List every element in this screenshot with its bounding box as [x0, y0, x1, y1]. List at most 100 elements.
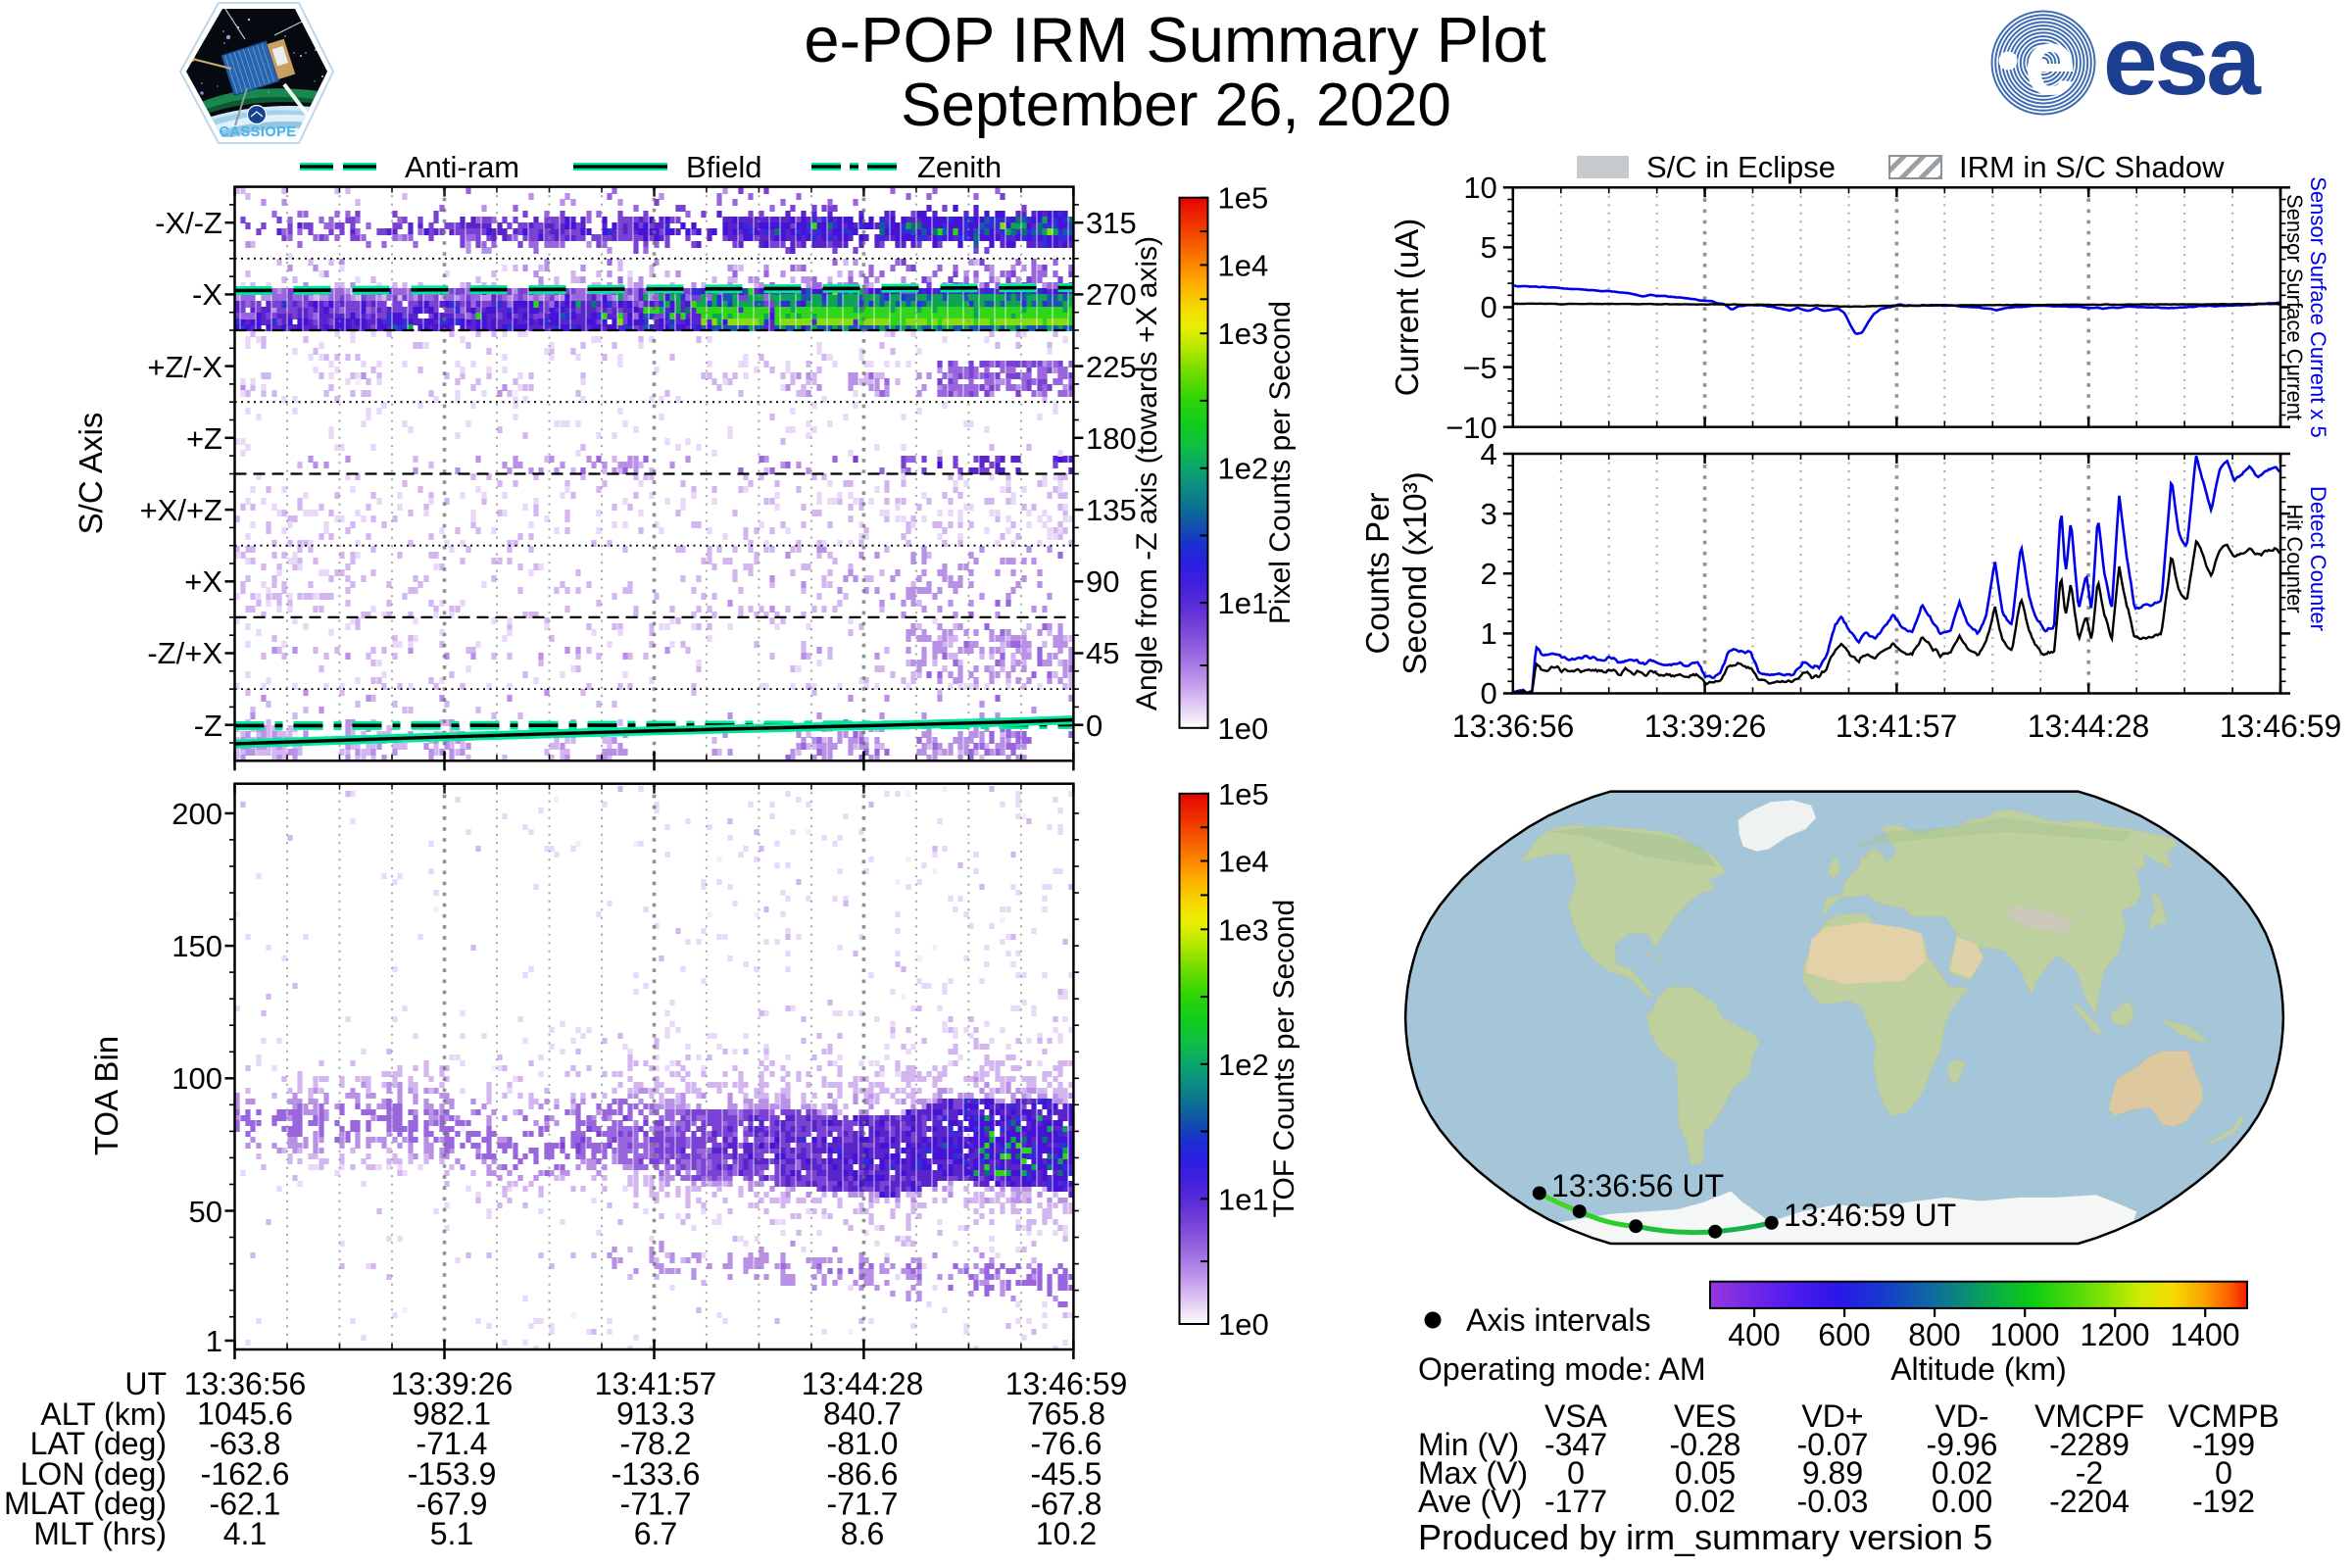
svg-text:400: 400	[1728, 1317, 1780, 1352]
svg-text:-0.28: -0.28	[1670, 1427, 1741, 1462]
svg-text:esa: esa	[2103, 6, 2262, 116]
svg-text:Axis intervals: Axis intervals	[1466, 1302, 1651, 1338]
svg-text:−5: −5	[1462, 351, 1496, 385]
svg-text:13:36:56: 13:36:56	[184, 1366, 307, 1401]
svg-text:-67.9: -67.9	[416, 1486, 488, 1521]
svg-text:CASSIOPE: CASSIOPE	[220, 124, 297, 140]
svg-text:10.2: 10.2	[1036, 1516, 1097, 1551]
svg-text:Current (uA): Current (uA)	[1389, 219, 1425, 397]
svg-text:1e3: 1e3	[1218, 912, 1269, 947]
svg-text:VSA: VSA	[1544, 1398, 1608, 1434]
svg-text:LON (deg): LON (deg)	[21, 1456, 167, 1492]
svg-text:9.89: 9.89	[1802, 1455, 1863, 1491]
svg-text:-177: -177	[1544, 1484, 1607, 1519]
svg-text:13:44:28: 13:44:28	[2028, 709, 2150, 744]
svg-text:TOF Counts per Second: TOF Counts per Second	[1268, 900, 1300, 1218]
svg-text:-78.2: -78.2	[620, 1426, 692, 1461]
svg-text:-2204: -2204	[2049, 1484, 2130, 1519]
svg-text:-71.4: -71.4	[416, 1426, 488, 1461]
svg-text:Max (V): Max (V)	[1418, 1455, 1528, 1491]
svg-text:150: 150	[172, 929, 222, 963]
svg-text:13:36:56 UT: 13:36:56 UT	[1551, 1168, 1724, 1203]
svg-text:840.7: 840.7	[823, 1396, 902, 1432]
svg-text:-347: -347	[1544, 1427, 1607, 1462]
svg-text:1e2: 1e2	[1218, 452, 1269, 486]
svg-text:-0.07: -0.07	[1797, 1427, 1869, 1462]
svg-text:200: 200	[172, 797, 222, 831]
svg-text:135: 135	[1086, 493, 1137, 527]
svg-text:-X/-Z: -X/-Z	[155, 206, 222, 240]
svg-text:0: 0	[1567, 1455, 1585, 1491]
svg-text:270: 270	[1086, 277, 1137, 312]
svg-text:-Z: -Z	[194, 709, 222, 743]
svg-text:Zenith: Zenith	[917, 150, 1002, 184]
svg-text:1400: 1400	[2170, 1317, 2239, 1352]
svg-text:-X: -X	[192, 277, 222, 312]
svg-text:4: 4	[1481, 437, 1497, 471]
svg-text:LAT (deg): LAT (deg)	[30, 1426, 167, 1461]
svg-text:0.02: 0.02	[1675, 1484, 1736, 1519]
svg-text:225: 225	[1086, 350, 1137, 384]
svg-text:90: 90	[1086, 564, 1119, 599]
svg-text:5: 5	[1481, 230, 1497, 265]
svg-text:1e5: 1e5	[1218, 181, 1269, 216]
svg-text:1e4: 1e4	[1218, 248, 1269, 282]
svg-text:Second (x10³): Second (x10³)	[1396, 471, 1433, 674]
svg-text:1e1: 1e1	[1218, 586, 1269, 620]
svg-text:1e5: 1e5	[1218, 777, 1269, 811]
svg-text:315: 315	[1086, 206, 1137, 240]
svg-text:Hit Counter: Hit Counter	[2282, 504, 2307, 612]
svg-text:0: 0	[1481, 290, 1497, 324]
svg-text:-199: -199	[2192, 1427, 2255, 1462]
svg-text:1e1: 1e1	[1218, 1182, 1269, 1216]
svg-text:Detect Counter: Detect Counter	[2306, 486, 2330, 631]
svg-text:MLT (hrs): MLT (hrs)	[33, 1516, 167, 1551]
svg-text:Counts Per: Counts Per	[1359, 492, 1396, 654]
svg-text:1: 1	[1481, 616, 1497, 651]
svg-text:180: 180	[1086, 421, 1137, 456]
svg-text:UT: UT	[124, 1366, 167, 1401]
svg-text:13:41:57: 13:41:57	[595, 1366, 717, 1401]
svg-text:-71.7: -71.7	[620, 1486, 692, 1521]
svg-text:Anti-ram: Anti-ram	[405, 150, 519, 184]
svg-text:Sensor Surface Current x 5: Sensor Surface Current x 5	[2306, 176, 2330, 438]
svg-text:Angle from -Z axis (towards +X: Angle from -Z axis (towards +X axis)	[1131, 236, 1163, 710]
svg-text:8.6: 8.6	[841, 1516, 884, 1551]
svg-text:September 26, 2020: September 26, 2020	[901, 72, 1451, 139]
svg-text:Operating mode: AM: Operating mode: AM	[1418, 1351, 1705, 1387]
svg-text:−10: −10	[1446, 411, 1497, 445]
svg-text:VD-: VD-	[1935, 1398, 1988, 1434]
svg-text:13:44:28: 13:44:28	[802, 1366, 924, 1401]
svg-text:100: 100	[172, 1061, 222, 1096]
svg-text:Altitude (km): Altitude (km)	[1890, 1351, 2067, 1387]
svg-text:13:36:56: 13:36:56	[1452, 709, 1575, 744]
svg-text:-9.96: -9.96	[1927, 1427, 1998, 1462]
svg-text:3: 3	[1481, 497, 1497, 531]
svg-text:VD+: VD+	[1801, 1398, 1863, 1434]
svg-text:+X/+Z: +X/+Z	[140, 493, 222, 527]
svg-text:IRM in S/C Shadow: IRM in S/C Shadow	[1959, 150, 2225, 184]
svg-text:10: 10	[1463, 171, 1496, 205]
svg-text:e-POP IRM Summary Plot: e-POP IRM Summary Plot	[804, 4, 1545, 75]
svg-text:5.1: 5.1	[430, 1516, 473, 1551]
svg-text:4.1: 4.1	[223, 1516, 267, 1551]
svg-text:S/C in Eclipse: S/C in Eclipse	[1646, 150, 1836, 184]
svg-text:1045.6: 1045.6	[197, 1396, 293, 1432]
svg-text:13:46:59: 13:46:59	[1005, 1366, 1128, 1401]
svg-text:13:39:26: 13:39:26	[1644, 709, 1767, 744]
svg-text:982.1: 982.1	[413, 1396, 491, 1432]
svg-text:0: 0	[1481, 676, 1497, 710]
svg-text:-192: -192	[2192, 1484, 2255, 1519]
svg-text:1200: 1200	[2080, 1317, 2149, 1352]
svg-text:0.02: 0.02	[1932, 1455, 1992, 1491]
svg-text:-62.1: -62.1	[210, 1486, 281, 1521]
svg-text:VES: VES	[1674, 1398, 1737, 1434]
svg-text:1e4: 1e4	[1218, 845, 1269, 879]
svg-text:-2289: -2289	[2049, 1427, 2130, 1462]
svg-text:1e0: 1e0	[1218, 711, 1269, 746]
svg-text:Ave (V): Ave (V)	[1418, 1484, 1522, 1519]
svg-text:600: 600	[1818, 1317, 1870, 1352]
svg-text:ALT (km): ALT (km)	[40, 1396, 167, 1432]
svg-text:S/C Axis: S/C Axis	[73, 413, 109, 535]
svg-text:913.3: 913.3	[616, 1396, 695, 1432]
